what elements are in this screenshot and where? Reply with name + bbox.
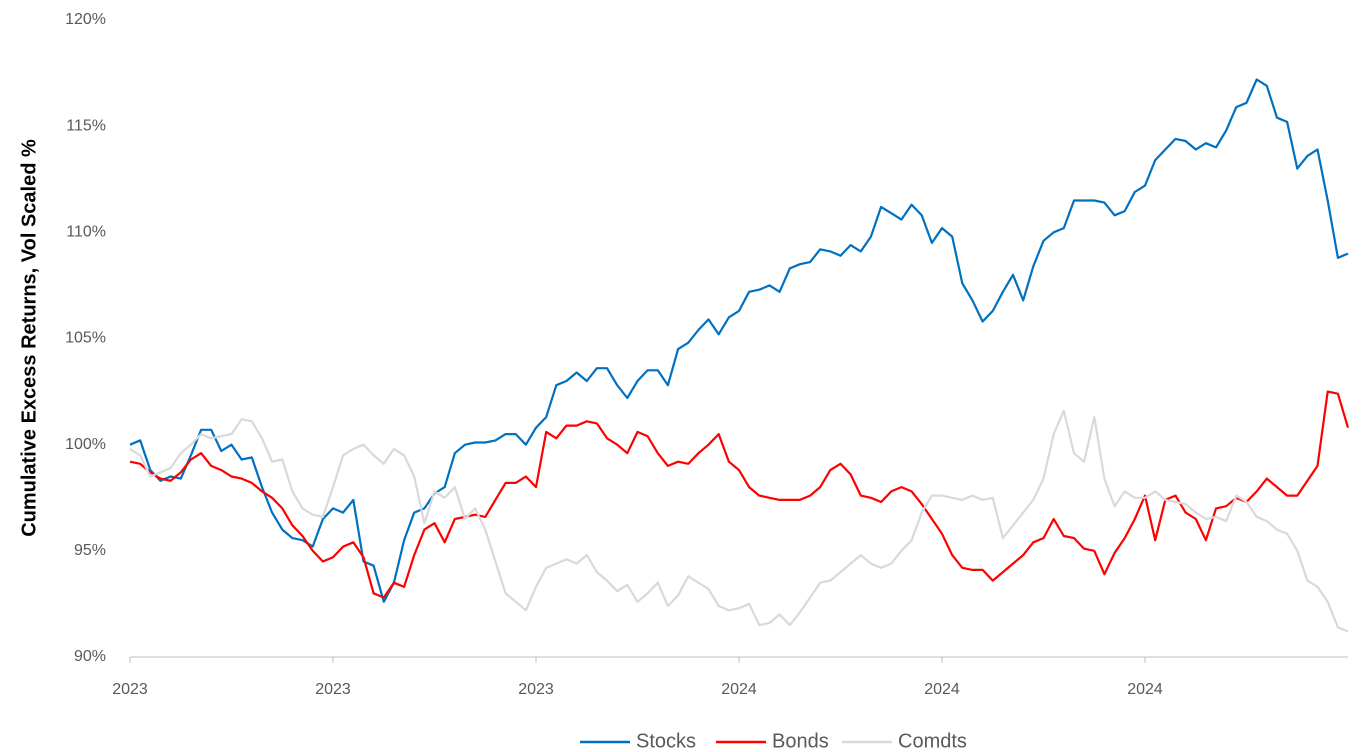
x-tick-label: 2024: [721, 681, 757, 698]
y-tick-label: 115%: [66, 117, 106, 134]
x-tick-label: 2023: [518, 681, 554, 698]
y-tick-label: 110%: [66, 224, 106, 241]
y-tick-label: 90%: [74, 648, 106, 665]
series-line: [129, 78, 1349, 603]
series-line: [129, 390, 1350, 599]
x-tick-label: 2023: [112, 681, 148, 698]
legend-label: Comdts: [898, 730, 967, 752]
y-axis-label: Cumulative Excess Returns, Vol Scaled %: [18, 139, 40, 537]
x-tick-label: 2024: [924, 681, 960, 698]
y-tick-label: 100%: [65, 436, 106, 453]
y-tick-label: 120%: [65, 11, 106, 28]
series-line: [129, 409, 1349, 633]
legend-label: Bonds: [772, 730, 829, 752]
x-tick-label: 2023: [315, 681, 351, 698]
y-tick-label: 95%: [74, 542, 106, 559]
legend-label: Stocks: [636, 730, 696, 752]
y-tick-label: 105%: [65, 330, 106, 347]
x-tick-label: 2024: [1127, 681, 1163, 698]
